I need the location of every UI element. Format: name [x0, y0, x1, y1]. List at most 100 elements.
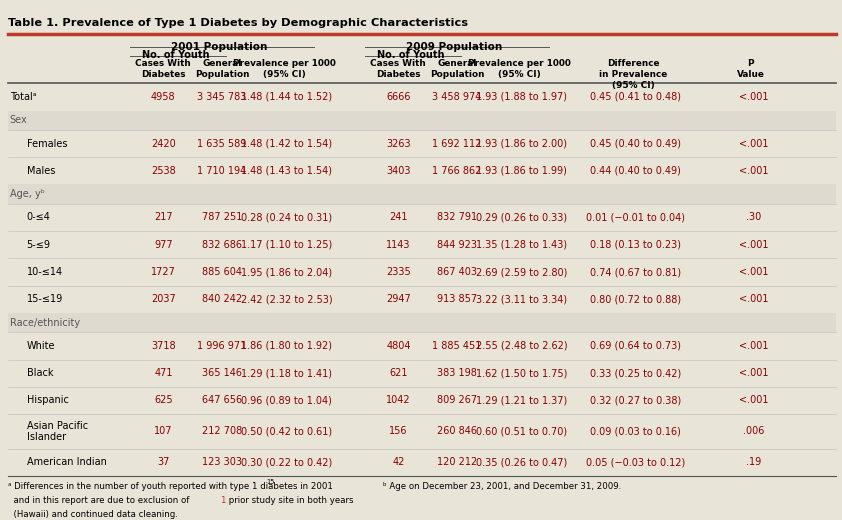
Text: 1: 1	[220, 496, 225, 505]
Text: 3718: 3718	[151, 341, 176, 351]
Text: 2.55 (2.48 to 2.62): 2.55 (2.48 to 2.62)	[476, 341, 568, 351]
Text: 260 846: 260 846	[437, 426, 477, 436]
Text: 42: 42	[392, 457, 404, 467]
Text: 212 708: 212 708	[202, 426, 242, 436]
Text: 10-≤14: 10-≤14	[27, 267, 62, 277]
Text: 0.18 (0.13 to 0.23): 0.18 (0.13 to 0.23)	[590, 240, 681, 250]
Text: 383 198: 383 198	[437, 368, 477, 378]
Text: American Indian: American Indian	[27, 457, 106, 467]
Text: 471: 471	[154, 368, 173, 378]
Text: 3 458 974: 3 458 974	[433, 92, 482, 102]
Text: 3.22 (3.11 to 3.34): 3.22 (3.11 to 3.34)	[476, 294, 568, 304]
Text: 1 692 112: 1 692 112	[433, 138, 482, 149]
Text: Table 1. Prevalence of Type 1 Diabetes by Demographic Characteristics: Table 1. Prevalence of Type 1 Diabetes b…	[8, 18, 468, 28]
Text: 0.80 (0.72 to 0.88): 0.80 (0.72 to 0.88)	[590, 294, 681, 304]
Text: 1.93 (1.88 to 1.97): 1.93 (1.88 to 1.97)	[477, 92, 568, 102]
Text: 621: 621	[389, 368, 408, 378]
Text: 217: 217	[154, 212, 173, 223]
Text: P
Value: P Value	[737, 59, 765, 79]
Text: <.001: <.001	[738, 341, 768, 351]
Bar	[8, 185, 836, 204]
Text: 107: 107	[154, 426, 173, 436]
Text: 1 885 451: 1 885 451	[433, 341, 482, 351]
Text: 0.35 (0.26 to 0.47): 0.35 (0.26 to 0.47)	[476, 457, 568, 467]
Text: 844 923: 844 923	[437, 240, 477, 250]
Text: 120 212: 120 212	[437, 457, 477, 467]
Text: Hispanic: Hispanic	[27, 396, 68, 406]
Text: 2947: 2947	[386, 294, 411, 304]
Text: 0.96 (0.89 to 1.04): 0.96 (0.89 to 1.04)	[242, 396, 332, 406]
Text: 2009 Population: 2009 Population	[407, 42, 503, 52]
Text: 832 791: 832 791	[437, 212, 477, 223]
Text: 809 267: 809 267	[437, 396, 477, 406]
Text: 2420: 2420	[151, 138, 176, 149]
Text: 15-≤19: 15-≤19	[27, 294, 63, 304]
Text: 2.42 (2.32 to 2.53): 2.42 (2.32 to 2.53)	[241, 294, 333, 304]
Bar	[8, 414, 836, 449]
Bar	[8, 130, 836, 157]
Text: 832 686: 832 686	[202, 240, 242, 250]
Text: (Hawaii) and continued data cleaning.: (Hawaii) and continued data cleaning.	[8, 510, 178, 519]
Text: 867 403: 867 403	[437, 267, 477, 277]
Text: 647 656: 647 656	[202, 396, 242, 406]
Text: 1 635 589: 1 635 589	[197, 138, 247, 149]
Text: 156: 156	[389, 426, 408, 436]
Text: 1042: 1042	[386, 396, 411, 406]
Text: 365 146: 365 146	[202, 368, 242, 378]
Text: 1.62 (1.50 to 1.75): 1.62 (1.50 to 1.75)	[476, 368, 568, 378]
Text: 0.44 (0.40 to 0.49): 0.44 (0.40 to 0.49)	[590, 166, 681, 176]
Text: 885 604: 885 604	[202, 267, 242, 277]
Text: <.001: <.001	[738, 92, 768, 102]
Text: 0.74 (0.67 to 0.81): 0.74 (0.67 to 0.81)	[590, 267, 681, 277]
Text: White: White	[27, 341, 55, 351]
Text: .006: .006	[743, 426, 764, 436]
Text: Sex: Sex	[10, 115, 28, 125]
Text: Females: Females	[27, 138, 67, 149]
Text: Totalᵃ: Totalᵃ	[10, 92, 36, 102]
Text: 3263: 3263	[386, 138, 411, 149]
Text: 5-≤9: 5-≤9	[27, 240, 51, 250]
Text: 625: 625	[154, 396, 173, 406]
Text: 840 242: 840 242	[202, 294, 242, 304]
Bar	[8, 359, 836, 387]
Text: General
Population: General Population	[195, 59, 249, 79]
Text: 1.86 (1.80 to 1.92): 1.86 (1.80 to 1.92)	[241, 341, 333, 351]
Text: 1143: 1143	[386, 240, 411, 250]
Text: 3403: 3403	[386, 166, 411, 176]
Text: 2538: 2538	[151, 166, 176, 176]
Text: Asian Pacific
Islander: Asian Pacific Islander	[27, 421, 88, 442]
Text: 977: 977	[154, 240, 173, 250]
Text: 2335: 2335	[386, 267, 411, 277]
Text: 2001 Population: 2001 Population	[172, 42, 268, 52]
Bar	[8, 83, 836, 111]
Text: <.001: <.001	[738, 368, 768, 378]
Text: 123 303: 123 303	[202, 457, 242, 467]
Text: <.001: <.001	[738, 267, 768, 277]
Text: 1.29 (1.21 to 1.37): 1.29 (1.21 to 1.37)	[476, 396, 568, 406]
Text: 3 345 783: 3 345 783	[197, 92, 247, 102]
Text: <.001: <.001	[738, 240, 768, 250]
Text: 0.69 (0.64 to 0.73): 0.69 (0.64 to 0.73)	[590, 341, 681, 351]
Text: 913 857: 913 857	[437, 294, 477, 304]
Text: No. of Youth: No. of Youth	[377, 50, 445, 60]
Text: 1727: 1727	[151, 267, 176, 277]
Bar	[8, 332, 836, 359]
Bar	[8, 204, 836, 231]
Text: Males: Males	[27, 166, 55, 176]
Text: 0.33 (0.25 to 0.42): 0.33 (0.25 to 0.42)	[590, 368, 681, 378]
Text: 1.48 (1.42 to 1.54): 1.48 (1.42 to 1.54)	[241, 138, 333, 149]
Text: 1.95 (1.86 to 2.04): 1.95 (1.86 to 2.04)	[241, 267, 333, 277]
Text: ᵇ Age on December 23, 2001, and December 31, 2009.: ᵇ Age on December 23, 2001, and December…	[383, 482, 621, 491]
Text: 0.05 (−0.03 to 0.12): 0.05 (−0.03 to 0.12)	[586, 457, 685, 467]
Text: 0.45 (0.40 to 0.49): 0.45 (0.40 to 0.49)	[590, 138, 681, 149]
Text: 0-≤4: 0-≤4	[27, 212, 51, 223]
Text: 0.45 (0.41 to 0.48): 0.45 (0.41 to 0.48)	[590, 92, 681, 102]
Text: 15: 15	[267, 479, 275, 485]
Text: 4958: 4958	[151, 92, 176, 102]
Text: 241: 241	[389, 212, 408, 223]
Text: 1 766 862: 1 766 862	[433, 166, 482, 176]
Text: Prevalence per 1000
(95% CI): Prevalence per 1000 (95% CI)	[232, 59, 336, 79]
Text: <.001: <.001	[738, 396, 768, 406]
Bar	[8, 258, 836, 285]
Text: 1.17 (1.10 to 1.25): 1.17 (1.10 to 1.25)	[241, 240, 333, 250]
